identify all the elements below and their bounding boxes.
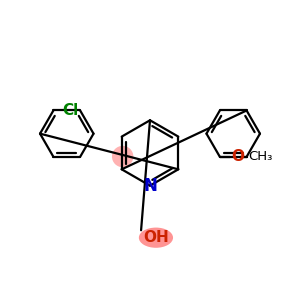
Text: O: O xyxy=(231,149,244,164)
Text: OH: OH xyxy=(143,230,169,245)
Ellipse shape xyxy=(139,228,173,248)
Text: N: N xyxy=(143,177,157,195)
Ellipse shape xyxy=(112,146,134,167)
Text: CH₃: CH₃ xyxy=(248,150,273,163)
Text: Cl: Cl xyxy=(62,103,79,118)
